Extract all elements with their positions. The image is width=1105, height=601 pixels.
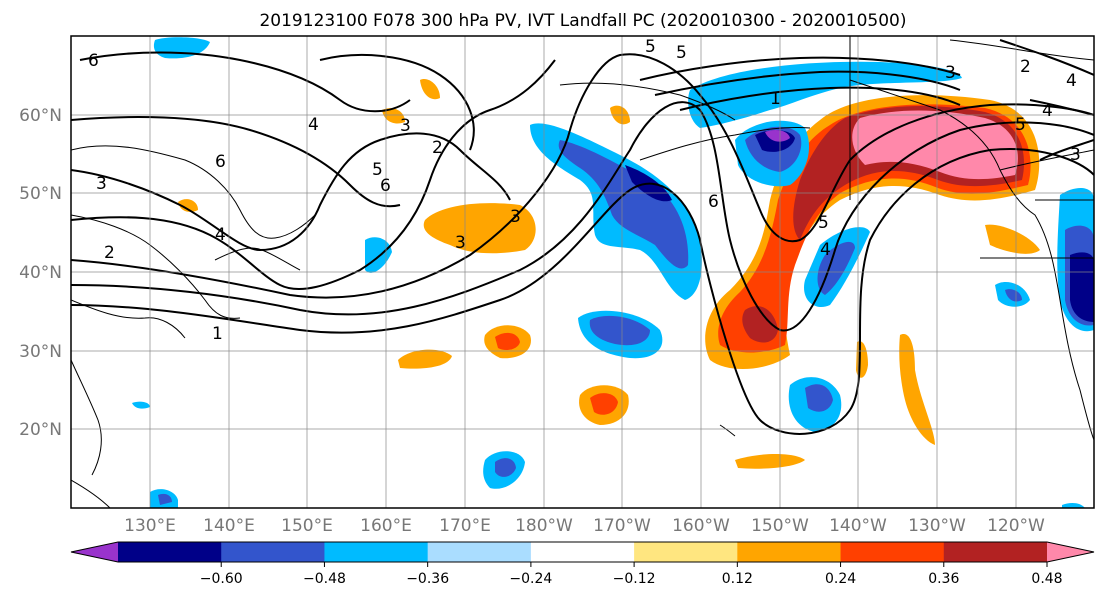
contour-label: 1 [212, 324, 223, 344]
pv-contours [71, 39, 1094, 435]
positive-anomaly-region [985, 224, 1040, 254]
contour-label: 4 [820, 240, 831, 260]
positive-anomaly-region [735, 454, 805, 469]
contour-label: 4 [1042, 101, 1053, 121]
figure-title: 2019123100 F078 300 hPa PV, IVT Landfall… [259, 11, 906, 31]
colorbar-extend-max [1047, 542, 1094, 562]
lon-label: 130°W [908, 516, 966, 536]
negative-anomaly-region [1070, 252, 1094, 322]
colorbar-outline [70, 541, 1095, 563]
colorbar-bin [840, 542, 945, 562]
lat-label: 40°N [19, 263, 62, 283]
contour-label: 3 [510, 207, 521, 227]
negative-anomaly-region [132, 401, 150, 409]
contour-label: 5 [1015, 115, 1026, 135]
map-frame [70, 35, 1095, 509]
map-panel: 6 6 6 5 5 5 5 4 4 4 4 4 3 3 3 3 3 3 2 2 [70, 35, 1095, 509]
lat-label: 50°N [19, 184, 62, 204]
negative-anomaly-region [1062, 503, 1085, 508]
contour-label: 4 [215, 225, 226, 245]
negative-anomaly-region [495, 458, 516, 477]
lon-label: 170°E [439, 516, 491, 536]
positive-anomaly-region [420, 79, 440, 100]
contour-label: 6 [708, 192, 719, 212]
lat-label: 20°N [19, 420, 62, 440]
colorbar-bin [221, 542, 325, 562]
colorbar: −0.60 −0.48 −0.36 −0.24 −0.12 0.12 0.24 0.36 0.4… [70, 541, 1095, 587]
colorbar-tick-label: −0.60 [200, 571, 243, 587]
contour-label: 6 [88, 51, 99, 71]
colorbar-tick-label: 0.24 [825, 571, 856, 587]
contour-label: 6 [215, 152, 226, 172]
contour-label: 2 [104, 243, 115, 263]
negative-anomaly-region [817, 241, 855, 295]
contour-label: 1 [770, 89, 781, 109]
positive-anomaly-region [398, 349, 452, 369]
colorbar-bin [943, 542, 1048, 562]
colorbar-bin [324, 542, 429, 562]
lon-label: 160°W [672, 516, 730, 536]
colorbar-tick-label: −0.36 [406, 571, 449, 587]
lon-label: 150°E [281, 516, 333, 536]
positive-anomaly-region [590, 393, 618, 415]
coastlines [71, 36, 1094, 508]
negative-anomaly-region [1005, 289, 1022, 302]
colorbar-tick-label: 0.48 [1031, 571, 1062, 587]
positive-anomaly-region [423, 203, 536, 254]
negative-anomaly-region [765, 130, 790, 142]
lat-label: 30°N [19, 342, 62, 362]
lon-label: 180°W [515, 516, 573, 536]
lat-label: 60°N [19, 106, 62, 126]
contour-label: 2 [1020, 57, 1031, 77]
colorbar-tick-label: −0.12 [613, 571, 656, 587]
positive-anomaly-region [852, 110, 1018, 180]
colorbar-bin [737, 542, 842, 562]
contour-label: 5 [645, 37, 656, 57]
contour-label: 3 [1070, 145, 1081, 165]
positive-anomaly-region [178, 199, 198, 212]
latitude-labels: 60°N 50°N 40°N 30°N 20°N [19, 106, 62, 440]
colorbar-bin [634, 542, 738, 562]
contour-label: 6 [380, 176, 391, 196]
colorbar-bin [427, 542, 532, 562]
contour-label: 4 [308, 115, 319, 135]
lon-label: 170°W [593, 516, 651, 536]
contour-label: 2 [432, 138, 443, 158]
lon-label: 160°E [360, 516, 412, 536]
colorbar-tick-label: 0.36 [928, 571, 959, 587]
colorbar-tick-label: −0.24 [509, 571, 552, 587]
positive-anomaly-region [899, 334, 935, 445]
colorbar-tick-label: 0.12 [722, 571, 753, 587]
negative-anomaly-region [589, 315, 650, 346]
negative-anomaly-region [158, 493, 172, 505]
lon-label: 130°E [124, 516, 176, 536]
negative-anomaly-region [365, 237, 392, 273]
lon-label: 120°W [987, 516, 1045, 536]
positive-anomaly-region [382, 108, 405, 124]
contour-label: 3 [455, 233, 466, 253]
colorbar-extend-min [71, 542, 118, 562]
contour-label: 5 [818, 213, 829, 233]
lon-label: 140°E [203, 516, 255, 536]
longitude-labels: 130°E 140°E 150°E 160°E 170°E 180°W 170°… [124, 516, 1045, 536]
contour-label: 3 [96, 174, 107, 194]
shaded-anomaly-field [132, 37, 1094, 508]
positive-anomaly-region [495, 332, 520, 350]
negative-anomaly-region [558, 140, 689, 269]
contour-label: 5 [676, 43, 687, 63]
lon-label: 150°W [751, 516, 809, 536]
contour-labels: 6 6 6 5 5 5 5 4 4 4 4 4 3 3 3 3 3 3 2 2 [88, 37, 1081, 344]
lon-label: 140°W [829, 516, 887, 536]
contour-label: 3 [400, 116, 411, 136]
graticule [71, 36, 1094, 508]
colorbar-tick-label: −0.48 [303, 571, 346, 587]
contour-label: 5 [372, 160, 383, 180]
contour-label: 3 [945, 63, 956, 83]
colorbar-bin [118, 542, 222, 562]
contour-label: 4 [1066, 71, 1077, 91]
negative-anomaly-region [805, 384, 833, 412]
colorbar-bin [530, 542, 635, 562]
